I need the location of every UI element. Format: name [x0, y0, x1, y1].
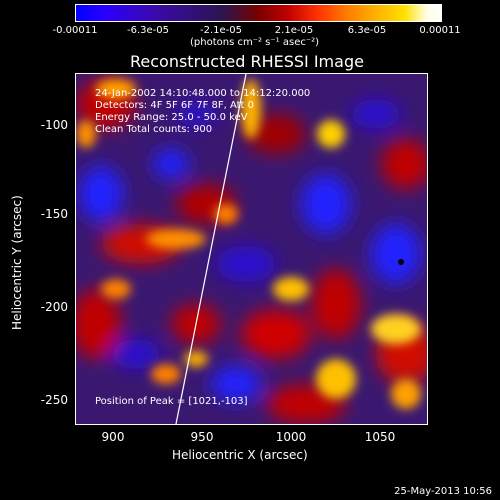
clean-counts-text: Clean Total counts: 900	[95, 124, 213, 135]
plot-title: Reconstructed RHESSI Image	[130, 52, 364, 71]
time-range: 24-Jan-2002 14:10:48.000 to 14:12:20.000	[95, 88, 311, 99]
image-plot	[75, 73, 428, 425]
x-axis-label: Heliocentric X (arcsec)	[172, 448, 308, 462]
peak-marker	[398, 259, 404, 265]
y-tick-label: -250	[40, 393, 68, 407]
colorbar-tick: -6.3e-05	[127, 25, 169, 36]
energy-range-text: Energy Range: 25.0 - 50.0 keV	[95, 112, 248, 123]
x-tick-label: 1050	[364, 430, 396, 444]
colorbar-tick: 2.1e-05	[274, 25, 314, 36]
y-tick-label: -200	[40, 300, 68, 314]
x-tick-label: 1000	[275, 430, 307, 444]
colorbar-tick: 6.3e-05	[347, 25, 387, 36]
y-axis-label: Heliocentric Y (arcsec)	[10, 195, 24, 330]
y-axis-label-wrap: Heliocentric Y (arcsec)	[6, 130, 24, 330]
colorbar	[75, 4, 442, 22]
solar-limb-line	[175, 74, 247, 424]
x-tick-label: 900	[101, 430, 125, 444]
colorbar-units: (photons cm⁻² s⁻¹ asec⁻²)	[190, 37, 320, 48]
x-tick-label: 950	[190, 430, 214, 444]
y-tick-label: -100	[40, 118, 68, 132]
detectors-text: Detectors: 4F 5F 6F 7F 8F, Att 0	[95, 100, 255, 111]
heatmap-image	[76, 74, 427, 424]
y-tick-label: -150	[40, 207, 68, 221]
generation-date: 25-May-2013 10:56	[394, 486, 492, 497]
colorbar-tick: -2.1e-05	[200, 25, 242, 36]
colorbar-tick: 0.00011	[419, 25, 461, 36]
peak-position-text: Position of Peak = [1021,-103]	[95, 396, 248, 407]
colorbar-tick: -0.00011	[52, 25, 98, 36]
